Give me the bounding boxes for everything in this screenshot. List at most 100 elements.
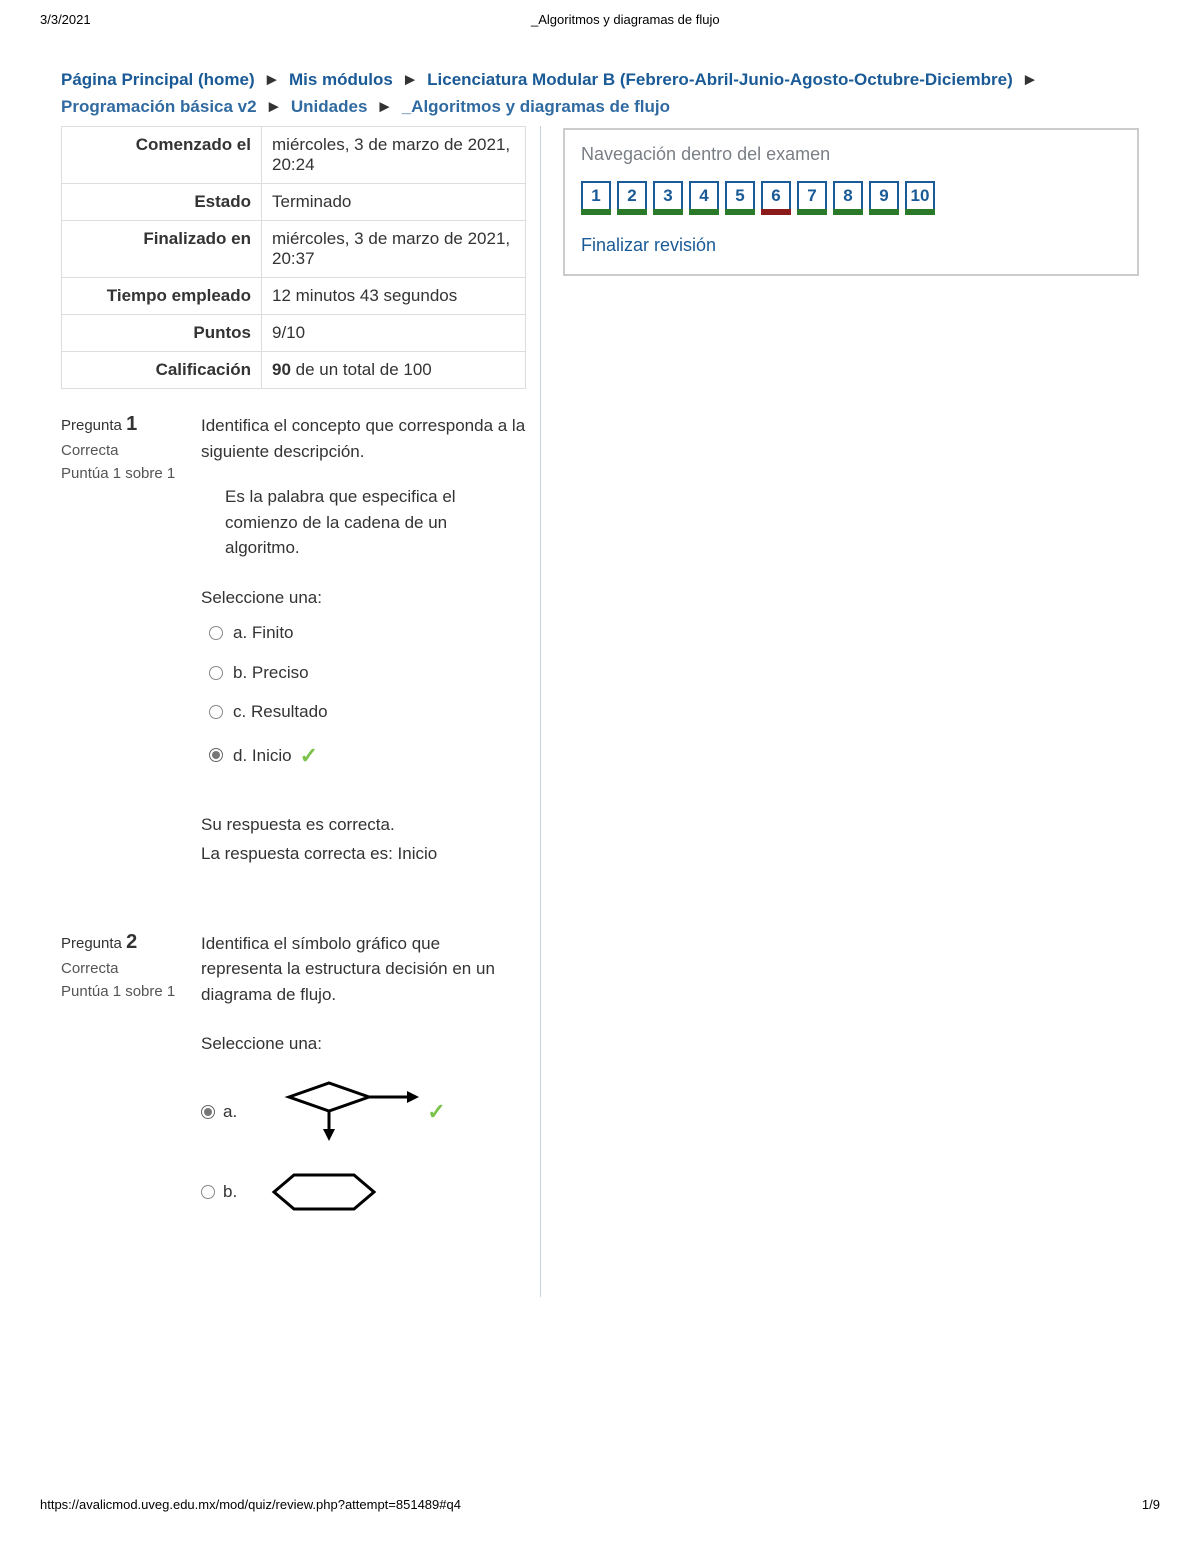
summary-value: miércoles, 3 de marzo de 2021, 20:37 [262, 221, 526, 278]
radio-selected-icon [209, 748, 223, 762]
question-state: Correcta [61, 442, 191, 459]
question-feedback: Su respuesta es correcta. La respuesta c… [201, 812, 526, 867]
radio-icon [201, 1185, 215, 1199]
status-bar [617, 209, 647, 215]
answer-text: Preciso [252, 660, 309, 686]
breadcrumb: Página Principal (home) ► Mis módulos ► … [61, 66, 1139, 120]
answer-text: Inicio [252, 743, 292, 769]
question-grade: Puntúa 1 sobre 1 [61, 465, 191, 482]
status-bar [761, 209, 791, 215]
table-row: Tiempo empleado 12 minutos 43 segundos [62, 278, 526, 315]
radio-icon [209, 666, 223, 680]
question-state: Correcta [61, 960, 191, 977]
question-prompt: Identifica el símbolo gráfico que repres… [201, 931, 526, 1008]
summary-label: Finalizado en [62, 221, 262, 278]
answer-letter: b. [233, 660, 247, 686]
summary-value: Terminado [262, 184, 526, 221]
answer-label: Seleccione una: [201, 585, 526, 611]
hexagon-icon [249, 1167, 399, 1217]
summary-value: miércoles, 3 de marzo de 2021, 20:24 [262, 127, 526, 184]
answer-option[interactable]: a. ✓ [201, 1077, 526, 1147]
answer-option[interactable]: b. [201, 1167, 526, 1217]
breadcrumb-program[interactable]: Licenciatura Modular B (Febrero-Abril-Ju… [427, 70, 1013, 89]
status-bar [725, 209, 755, 215]
answer-letter: d. [233, 743, 247, 769]
chevron-right-icon: ► [265, 97, 282, 116]
summary-value: 90 de un total de 100 [262, 352, 526, 389]
breadcrumb-modules[interactable]: Mis módulos [289, 70, 393, 89]
finish-review-link[interactable]: Finalizar revisión [581, 235, 716, 256]
decision-arrow-icon [249, 1077, 419, 1147]
status-bar [869, 209, 899, 215]
summary-label: Comenzado el [62, 127, 262, 184]
status-bar [689, 209, 719, 215]
nav-question-4[interactable]: 4 [689, 181, 719, 215]
question-grade: Puntúa 1 sobre 1 [61, 983, 191, 1000]
chevron-right-icon: ► [402, 70, 419, 89]
breadcrumb-home[interactable]: Página Principal (home) [61, 70, 255, 89]
nav-question-8[interactable]: 8 [833, 181, 863, 215]
table-row: Comenzado el miércoles, 3 de marzo de 20… [62, 127, 526, 184]
answer-letter: c. [233, 699, 246, 725]
nav-question-1[interactable]: 1 [581, 181, 611, 215]
radio-icon [209, 626, 223, 640]
answer-text: Resultado [251, 699, 328, 725]
status-bar [797, 209, 827, 215]
answer-label: Seleccione una: [201, 1031, 526, 1057]
nav-question-7[interactable]: 7 [797, 181, 827, 215]
check-icon: ✓ [427, 1095, 445, 1128]
print-url: https://avalicmod.uveg.edu.mx/mod/quiz/r… [40, 1497, 461, 1512]
breadcrumb-units[interactable]: Unidades [291, 97, 368, 116]
print-date: 3/3/2021 [40, 12, 91, 27]
radio-selected-icon [201, 1105, 215, 1119]
summary-label: Puntos [62, 315, 262, 352]
answer-letter: a. [233, 620, 247, 646]
status-bar [653, 209, 683, 215]
quiz-navigation: Navegación dentro del examen 12345678910… [563, 128, 1139, 276]
table-row: Finalizado en miércoles, 3 de marzo de 2… [62, 221, 526, 278]
nav-question-6[interactable]: 6 [761, 181, 791, 215]
status-bar [905, 209, 935, 215]
answer-option[interactable]: d. Inicio ✓ [209, 739, 526, 772]
answer-option[interactable]: a. Finito [209, 620, 526, 646]
print-footer: https://avalicmod.uveg.edu.mx/mod/quiz/r… [40, 1497, 1160, 1512]
answer-option[interactable]: c. Resultado [209, 699, 526, 725]
question-description: Es la palabra que especifica el comienzo… [225, 484, 526, 561]
summary-label: Estado [62, 184, 262, 221]
question-number: Pregunta 2 [61, 931, 191, 954]
question-2: Pregunta 2 Correcta Puntúa 1 sobre 1 Ide… [61, 931, 526, 1237]
question-number: Pregunta 1 [61, 413, 191, 436]
status-bar [581, 209, 611, 215]
nav-question-3[interactable]: 3 [653, 181, 683, 215]
summary-value: 9/10 [262, 315, 526, 352]
chevron-right-icon: ► [1022, 70, 1039, 89]
check-icon: ✓ [300, 739, 318, 772]
nav-question-9[interactable]: 9 [869, 181, 899, 215]
table-row: Calificación 90 de un total de 100 [62, 352, 526, 389]
radio-icon [209, 705, 223, 719]
table-row: Puntos 9/10 [62, 315, 526, 352]
answer-letter: b. [223, 1179, 237, 1205]
summary-label: Calificación [62, 352, 262, 389]
question-1: Pregunta 1 Correcta Puntúa 1 sobre 1 Ide… [61, 413, 526, 871]
chevron-right-icon: ► [376, 97, 393, 116]
summary-label: Tiempo empleado [62, 278, 262, 315]
table-row: Estado Terminado [62, 184, 526, 221]
summary-value: 12 minutos 43 segundos [262, 278, 526, 315]
nav-title: Navegación dentro del examen [581, 144, 1121, 165]
answer-text: Finito [252, 620, 294, 646]
answer-list: a. Finito b. Preciso c. [209, 620, 526, 772]
answer-option[interactable]: b. Preciso [209, 660, 526, 686]
breadcrumb-page[interactable]: _Algoritmos y diagramas de flujo [402, 97, 670, 116]
nav-question-2[interactable]: 2 [617, 181, 647, 215]
print-title: _Algoritmos y diagramas de flujo [531, 12, 720, 27]
nav-question-5[interactable]: 5 [725, 181, 755, 215]
nav-question-10[interactable]: 10 [905, 181, 935, 215]
chevron-right-icon: ► [263, 70, 280, 89]
attempt-summary-table: Comenzado el miércoles, 3 de marzo de 20… [61, 126, 526, 389]
print-header: 3/3/2021 _Algoritmos y diagramas de fluj… [40, 12, 1160, 27]
print-page: 1/9 [1142, 1497, 1160, 1512]
status-bar [833, 209, 863, 215]
question-prompt: Identifica el concepto que corresponda a… [201, 413, 526, 464]
breadcrumb-course[interactable]: Programación básica v2 [61, 97, 257, 116]
